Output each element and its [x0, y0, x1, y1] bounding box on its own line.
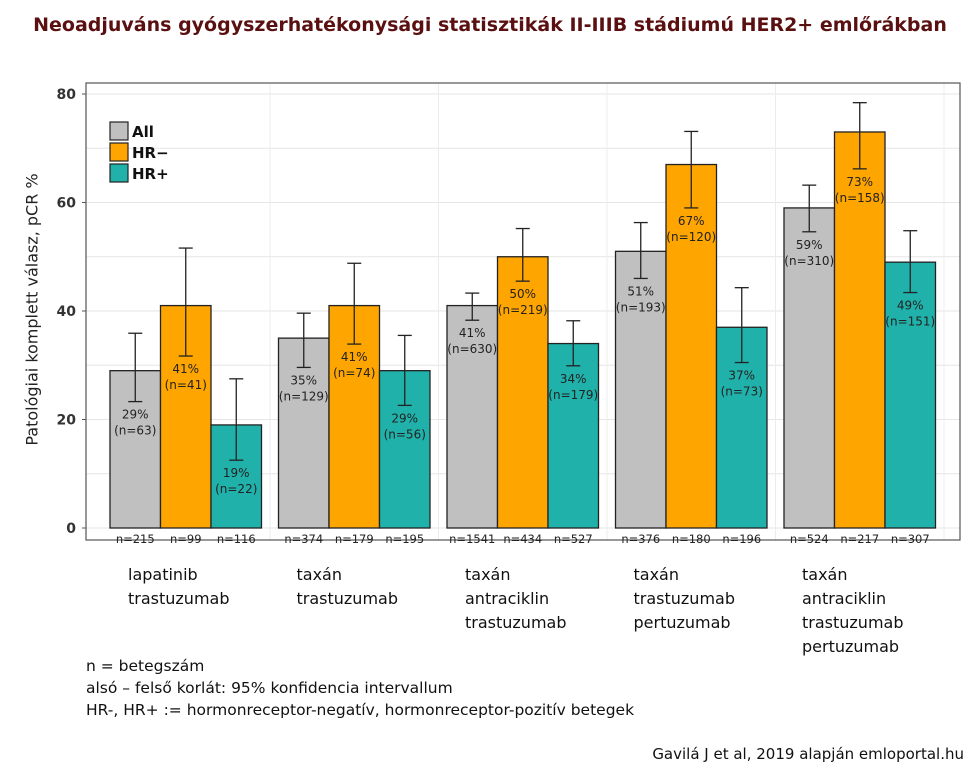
total-n-label: n=527 [554, 532, 593, 546]
data-label-n: (n=193) [616, 300, 666, 314]
data-label: 29% [391, 411, 418, 425]
total-n-label: n=99 [170, 532, 202, 546]
data-label: 73% [846, 175, 873, 189]
bar-All-4 [783, 207, 836, 529]
bar-HR+-2 [547, 342, 600, 529]
data-label-n: (n=63) [114, 424, 156, 438]
bar-All-3 [614, 250, 667, 529]
data-label-n: (n=219) [498, 303, 548, 317]
data-label-n: (n=56) [384, 427, 426, 441]
data-label-n: (n=22) [215, 482, 257, 496]
data-label: 41% [172, 362, 199, 376]
category-label-line: taxán [296, 565, 343, 584]
data-label-n: (n=151) [885, 315, 935, 329]
note-ci: alsó – felső korlát: 95% konfidencia int… [86, 679, 453, 697]
category-label-line: antraciklin [802, 589, 887, 608]
y-tick-label: 80 [57, 87, 77, 103]
data-label: 35% [290, 373, 317, 387]
bar-All-2 [446, 304, 499, 529]
total-n-label: n=524 [790, 532, 829, 546]
total-n-label: n=307 [891, 532, 930, 546]
total-n-label: n=1541 [449, 532, 495, 546]
data-label: 41% [459, 326, 486, 340]
note-n: n = betegszám [86, 657, 205, 675]
data-label: 51% [627, 284, 654, 298]
legend-swatch [109, 142, 129, 162]
bar-HR+-4 [884, 261, 937, 529]
source-credit: Gavilá J et al, 2019 alapján emloportal.… [652, 745, 964, 763]
data-label: 59% [796, 238, 823, 252]
data-label-n: (n=41) [165, 378, 207, 392]
data-label: 67% [678, 214, 705, 228]
data-label-n: (n=179) [548, 388, 598, 402]
total-n-label: n=376 [621, 532, 660, 546]
category-label: taxán antraciklin trastuzumab pertuzumab [802, 563, 904, 659]
data-label: 49% [897, 299, 924, 313]
legend-label: HR+ [132, 165, 169, 183]
total-n-label: n=196 [722, 532, 761, 546]
data-label: 19% [223, 466, 250, 480]
legend-label: All [132, 123, 154, 141]
category-label-line: pertuzumab [802, 637, 900, 656]
chart-title: Neoadjuváns gyógyszerhatékonysági statis… [33, 14, 947, 36]
total-n-label: n=434 [503, 532, 542, 546]
y-tick-label: 40 [57, 304, 77, 320]
y-tick-label: 20 [57, 413, 77, 429]
data-label-n: (n=158) [835, 191, 885, 205]
data-label: 41% [341, 350, 368, 364]
data-label-n: (n=73) [721, 385, 763, 399]
category-label-line: pertuzumab [633, 613, 731, 632]
category-label: lapatinib trastuzumab [128, 563, 230, 611]
category-label-line: taxán [802, 565, 848, 584]
category-label-line: trastuzumab [802, 613, 904, 632]
data-label-n: (n=310) [784, 254, 834, 268]
legend-swatch [109, 121, 129, 141]
total-n-label: n=217 [840, 532, 879, 546]
total-n-label: n=215 [116, 532, 155, 546]
total-n-label: n=180 [672, 532, 711, 546]
legend-label: HR− [132, 144, 169, 162]
data-label-n: (n=74) [333, 366, 375, 380]
note-hr: HR-, HR+ := hormonreceptor-negatív, horm… [86, 701, 635, 719]
category-label-line: antraciklin [465, 589, 550, 608]
data-label: 50% [509, 287, 536, 301]
category-label-line: trastuzumab [128, 589, 230, 608]
category-label-line: trastuzumab [296, 589, 399, 608]
category-label-line: taxán [633, 565, 680, 584]
category-label-line: lapatinib [128, 565, 198, 584]
total-n-label: n=195 [385, 532, 424, 546]
category-label: taxán trastuzumab pertuzumab [634, 563, 736, 635]
category-label: taxán antraciklin trastuzumab [465, 563, 567, 635]
data-label-n: (n=120) [666, 230, 716, 244]
total-n-label: n=116 [217, 532, 256, 546]
y-tick-label: 0 [66, 521, 76, 537]
category-label-line: trastuzumab [465, 613, 567, 632]
category-label-line: trastuzumab [633, 589, 736, 608]
y-tick-label: 60 [57, 196, 77, 212]
legend-swatch [109, 163, 129, 183]
data-label-n: (n=630) [447, 342, 497, 356]
category-label: taxán trastuzumab [297, 563, 399, 611]
data-label: 37% [728, 369, 755, 383]
total-n-label: n=179 [335, 532, 374, 546]
total-n-label: n=374 [284, 532, 323, 546]
data-label: 34% [560, 372, 587, 386]
category-label-line: taxán [465, 565, 511, 584]
data-label: 29% [122, 408, 149, 422]
data-label-n: (n=129) [279, 389, 329, 403]
